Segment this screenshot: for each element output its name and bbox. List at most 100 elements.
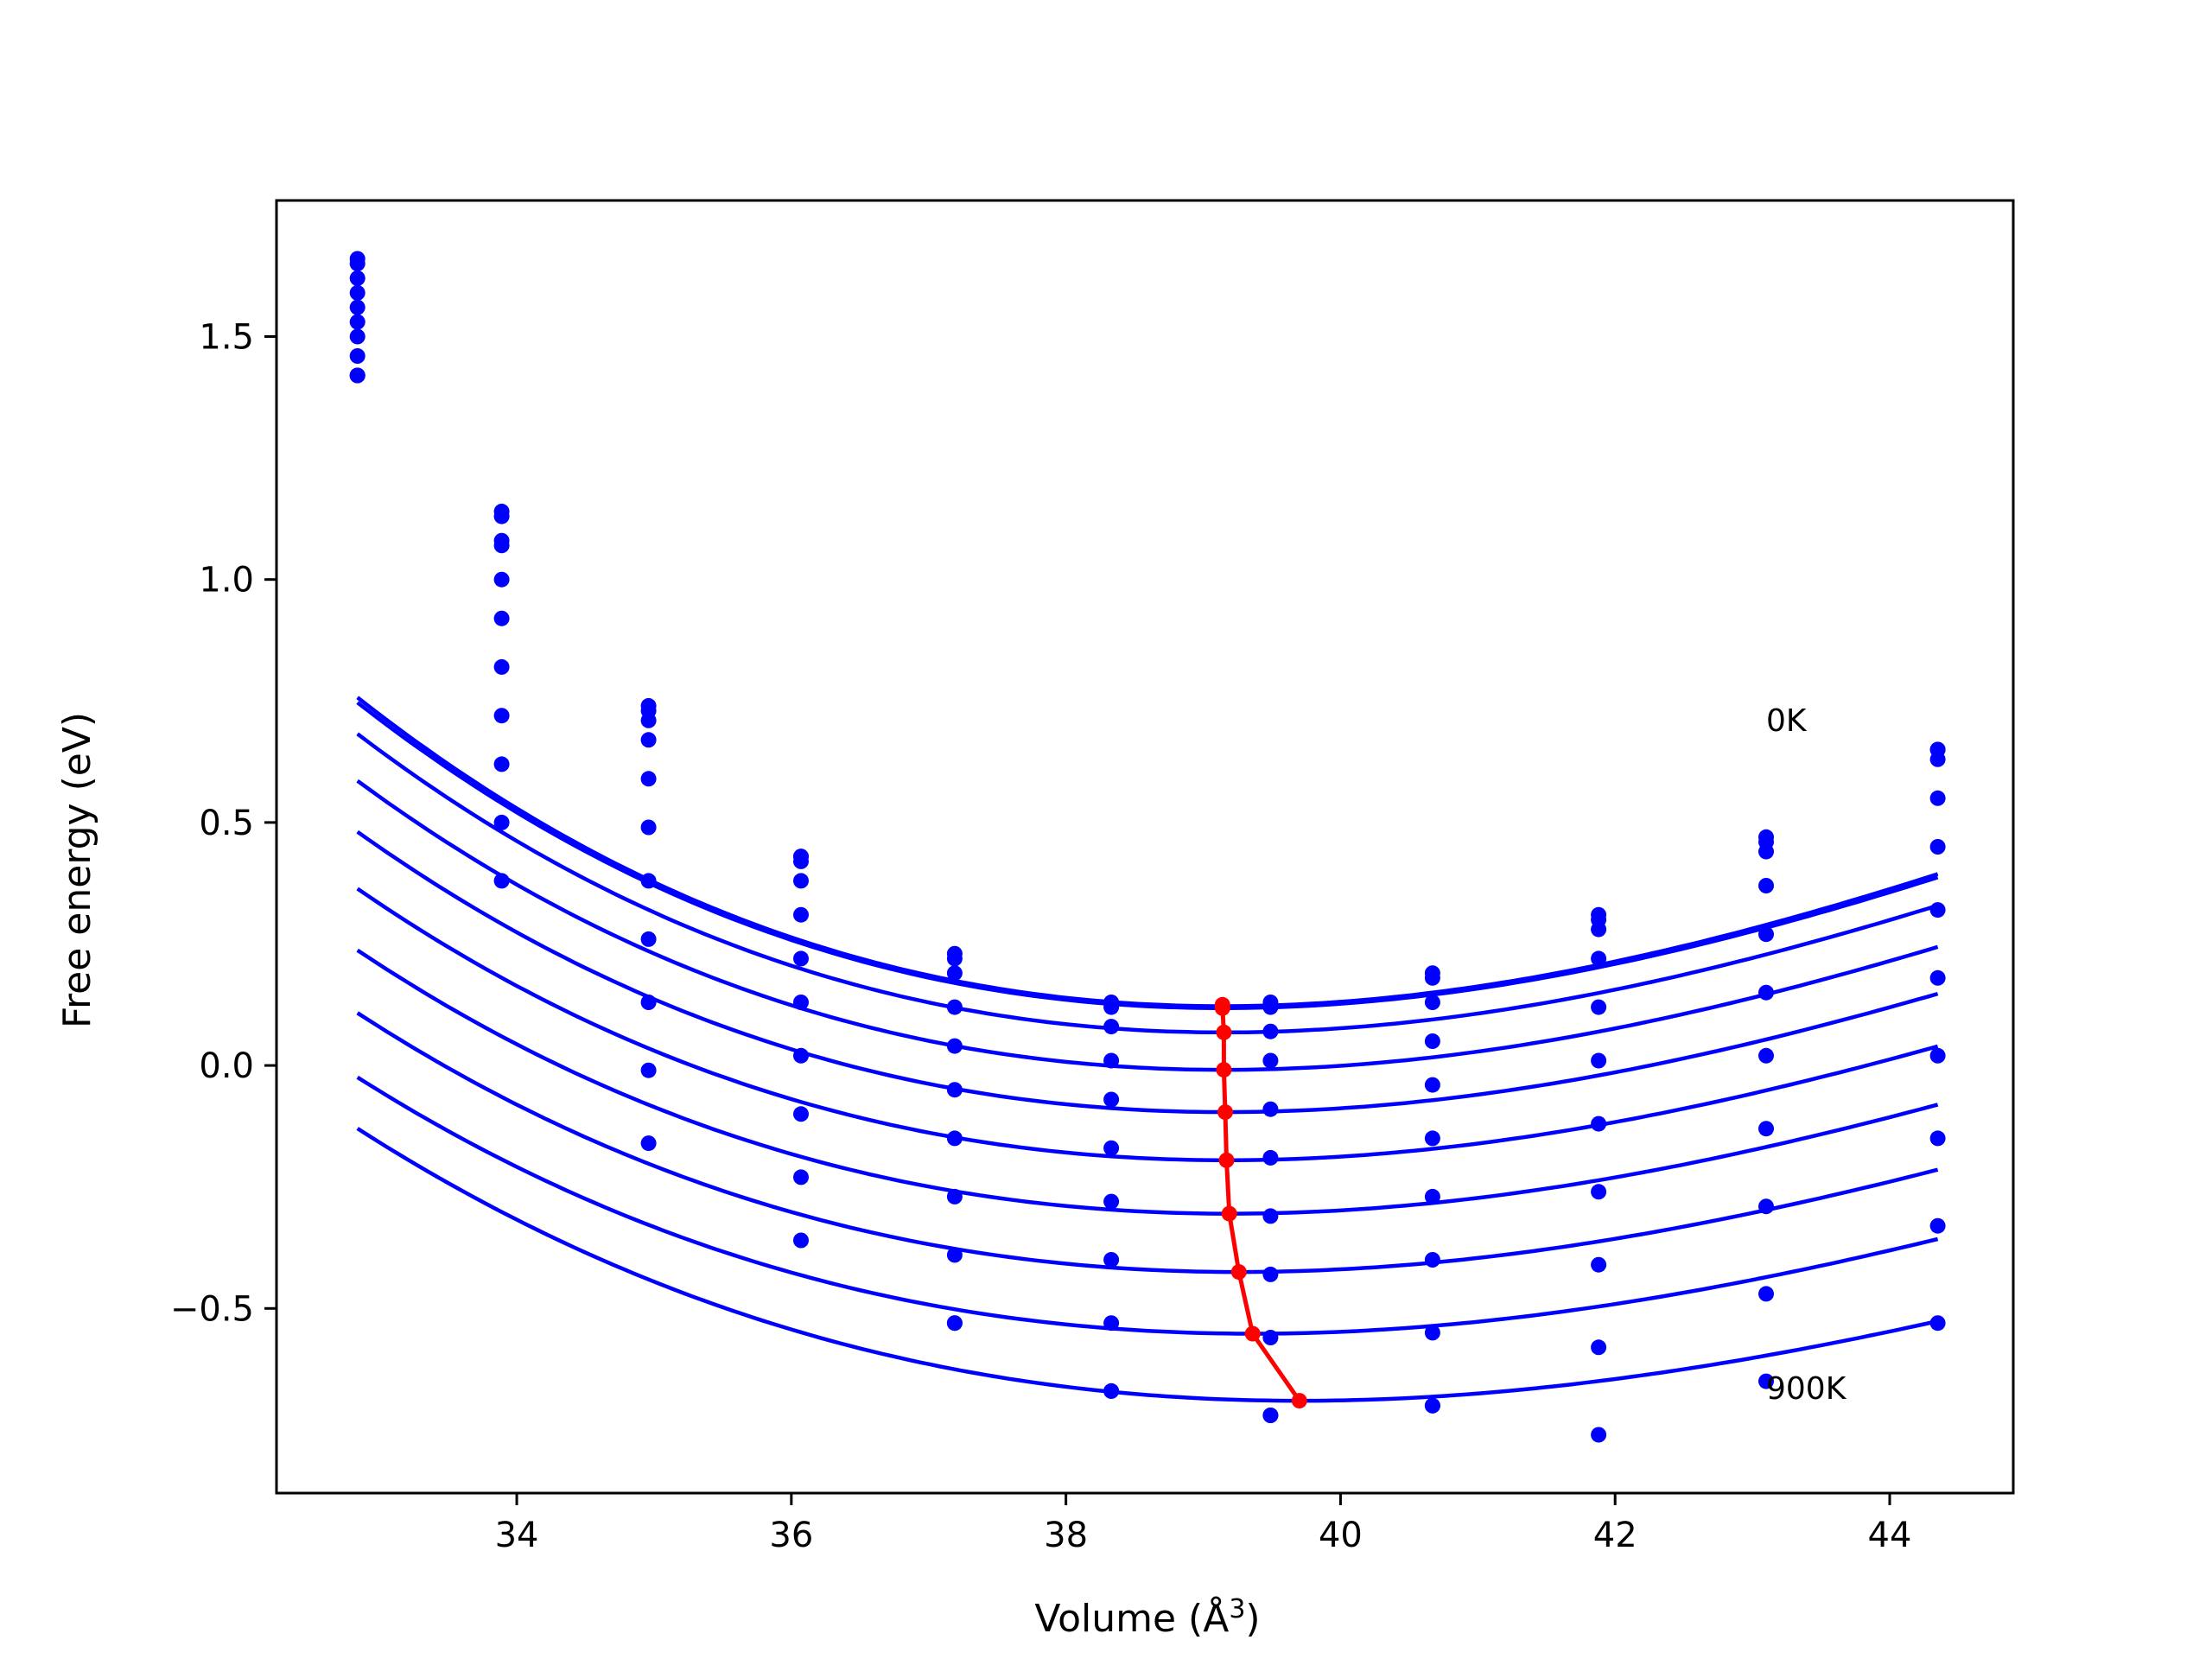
data-point-6-6 xyxy=(1262,1208,1279,1224)
annotation-0: 0K xyxy=(1766,703,1808,739)
data-point-3-9 xyxy=(1758,878,1774,893)
data-point-8-8 xyxy=(1591,1256,1607,1273)
fit-curve-5 xyxy=(356,887,1939,1163)
fit-curve-8 xyxy=(356,1075,1939,1336)
data-point-5-1 xyxy=(493,610,510,626)
x-tick-label-3: 40 xyxy=(1319,1516,1363,1555)
data-point-2-9 xyxy=(1758,843,1774,860)
data-point-10-3 xyxy=(793,1232,809,1249)
data-point-8-2 xyxy=(640,995,657,1010)
data-point-10-4 xyxy=(946,1315,963,1332)
fit-curve-6 xyxy=(356,948,1939,1216)
data-point-4-8 xyxy=(1591,999,1607,1015)
data-point-3-4 xyxy=(946,999,963,1015)
data-point-10-10 xyxy=(1929,1315,1946,1332)
data-point-1-5 xyxy=(1103,999,1120,1015)
data-point-3-7 xyxy=(1424,1033,1440,1049)
data-point-7-10 xyxy=(1929,1047,1946,1064)
data-point-9-10 xyxy=(1929,1217,1946,1234)
data-point-6-1 xyxy=(493,658,510,675)
data-point-2-4 xyxy=(946,965,963,982)
annotation-1: 900K xyxy=(1766,1371,1847,1407)
y-tick-label-2: 0.5 xyxy=(199,804,254,843)
data-point-10-5 xyxy=(1103,1382,1120,1399)
data-point-7-6 xyxy=(1262,1266,1279,1282)
x-axis-ticks: 34 36 38 40 42 44 xyxy=(495,1493,1912,1555)
data-point-8-7 xyxy=(1424,1325,1440,1341)
data-point-1-4 xyxy=(946,950,963,967)
data-point-10-0 xyxy=(349,367,365,384)
data-point-10-2 xyxy=(640,1135,657,1152)
data-point-2-8 xyxy=(1591,921,1607,938)
x-tick-label-5: 44 xyxy=(1868,1516,1912,1555)
y-tick-label-4: 1.5 xyxy=(199,317,254,357)
data-point-3-5 xyxy=(1103,1052,1120,1069)
data-point-8-4 xyxy=(946,1247,963,1263)
data-point-4-0 xyxy=(349,299,365,315)
minimum-point-5 xyxy=(1218,1152,1235,1168)
minimum-point-8 xyxy=(1244,1325,1261,1342)
plot-frame xyxy=(275,199,2015,1495)
minimum-point-1 xyxy=(1214,1000,1230,1016)
data-point-6-5 xyxy=(1103,1193,1120,1210)
data-point-2-5 xyxy=(1103,1019,1120,1035)
data-point-8-9 xyxy=(1758,1198,1774,1215)
data-point-4-4 xyxy=(946,1038,963,1054)
data-point-3-6 xyxy=(1262,1052,1279,1069)
data-point-7-5 xyxy=(1103,1252,1120,1268)
data-point-1-7 xyxy=(1424,969,1440,986)
data-point-7-9 xyxy=(1758,1121,1774,1137)
data-point-1-6 xyxy=(1262,999,1279,1015)
data-point-8-5 xyxy=(1103,1315,1120,1332)
data-point-5-7 xyxy=(1424,1130,1440,1147)
y-axis-label: Free energy (eV) xyxy=(55,712,99,1028)
data-point-4-2 xyxy=(640,771,657,787)
fit-curve-9 xyxy=(356,1127,1939,1403)
data-point-3-2 xyxy=(640,732,657,748)
data-point-8-6 xyxy=(1262,1330,1279,1345)
data-point-5-10 xyxy=(1929,902,1946,918)
data-point-9-3 xyxy=(793,1169,809,1185)
fit-curve-1 xyxy=(356,701,1939,1010)
data-point-3-3 xyxy=(793,873,809,889)
data-point-9-9 xyxy=(1758,1286,1774,1302)
data-point-4-3 xyxy=(793,906,809,923)
data-point-6-7 xyxy=(1424,1188,1440,1205)
minimum-point-4 xyxy=(1217,1104,1233,1121)
minimum-point-7 xyxy=(1230,1264,1247,1281)
data-point-10-8 xyxy=(1591,1427,1607,1443)
x-tick-label-0: 34 xyxy=(495,1516,539,1555)
data-point-6-2 xyxy=(640,873,657,889)
x-axis-label: Volume (Å3) xyxy=(1034,1594,1260,1641)
data-point-10-6 xyxy=(1262,1408,1279,1423)
minimum-path-line xyxy=(1220,1004,1301,1402)
data-point-6-8 xyxy=(1591,1116,1607,1132)
minimum-point-2 xyxy=(1216,1024,1232,1040)
data-point-9-2 xyxy=(640,1062,657,1078)
fit-curve-7 xyxy=(356,1011,1939,1274)
fit-curve-3 xyxy=(356,779,1939,1072)
data-point-4-10 xyxy=(1929,839,1946,855)
data-point-7-4 xyxy=(946,1188,963,1205)
data-point-4-1 xyxy=(493,571,510,588)
data-point-6-9 xyxy=(1758,1047,1774,1064)
data-point-2-0 xyxy=(349,270,365,286)
data-point-1-1 xyxy=(493,508,510,524)
y-tick-label-1: 0.0 xyxy=(199,1046,254,1086)
data-point-3-0 xyxy=(349,284,365,301)
data-point-5-4 xyxy=(946,1082,963,1098)
data-point-5-0 xyxy=(349,314,365,330)
data-point-2-2 xyxy=(640,712,657,728)
data-point-5-5 xyxy=(1103,1140,1120,1156)
x-tick-label-2: 38 xyxy=(1044,1516,1088,1555)
data-point-7-0 xyxy=(349,348,365,364)
minimum-point-6 xyxy=(1221,1205,1237,1222)
data-point-2-6 xyxy=(1262,1023,1279,1039)
annotations: 0K 900K xyxy=(1766,703,1847,1407)
data-point-2-10 xyxy=(1929,751,1946,767)
data-point-7-8 xyxy=(1591,1184,1607,1200)
plot-content xyxy=(349,251,1946,1443)
x-tick-label-1: 36 xyxy=(769,1516,813,1555)
data-point-4-6 xyxy=(1262,1101,1279,1117)
